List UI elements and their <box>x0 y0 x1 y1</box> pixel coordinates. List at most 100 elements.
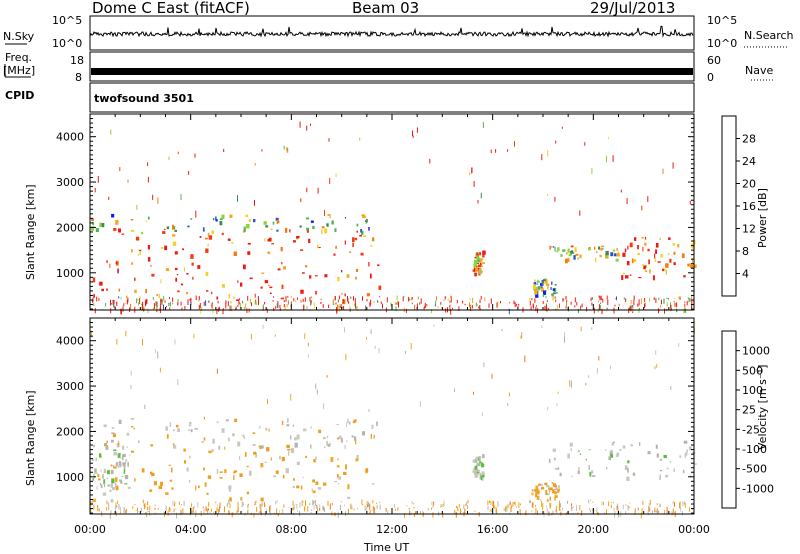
scatter-cell <box>281 284 284 289</box>
scatter-cell <box>270 228 273 231</box>
scatter-cell <box>474 257 478 259</box>
scatter-cell <box>200 308 202 314</box>
scatter-cell <box>588 499 590 504</box>
scatter-cell <box>130 370 132 376</box>
ytick-label: 3000 <box>56 380 84 393</box>
scatter-cell <box>155 305 157 310</box>
scatter-cell <box>307 354 309 358</box>
scatter-cell <box>579 504 581 511</box>
scatter-cell <box>509 301 510 304</box>
scatter-cell <box>652 275 655 281</box>
scatter-cell <box>225 300 227 304</box>
scatter-cell <box>105 445 109 450</box>
scatter-cell <box>478 306 480 309</box>
scatter-cell <box>192 276 194 280</box>
scatter-cell <box>237 195 238 202</box>
scatter-cell <box>113 451 117 456</box>
scatter-cell <box>299 502 301 508</box>
scatter-cell <box>211 291 213 295</box>
nave-tick-bottom: 0 <box>707 71 714 84</box>
scatter-cell <box>91 226 95 231</box>
scatter-cell <box>102 492 107 496</box>
scatter-cell <box>340 501 342 503</box>
scatter-cell <box>379 504 381 510</box>
scatter-cell <box>449 307 451 311</box>
scatter-cell <box>164 300 166 303</box>
scatter-cell <box>247 504 249 509</box>
scatter-cell <box>191 510 193 514</box>
scatter-cell <box>480 296 482 300</box>
scatter-cell <box>477 263 479 265</box>
scatter-cell <box>247 251 251 255</box>
scatter-cell <box>420 511 421 515</box>
scatter-cell <box>473 467 475 473</box>
scatter-cell <box>350 503 352 509</box>
scatter-cell <box>250 333 252 340</box>
scatter-cell <box>312 225 315 229</box>
scatter-cell <box>622 252 626 257</box>
scatter-cell <box>138 302 139 306</box>
scatter-cell <box>135 509 137 511</box>
scatter-cell <box>506 506 508 513</box>
velocity-colorbar-tick-label: -500 <box>742 463 767 476</box>
scatter-cell <box>231 242 234 244</box>
scatter-cell <box>97 506 99 511</box>
scatter-cell <box>529 301 531 306</box>
scatter-cell <box>481 465 484 468</box>
scatter-cell <box>324 274 328 278</box>
scatter-cell <box>147 506 149 511</box>
scatter-cell <box>564 332 565 336</box>
scatter-cell <box>147 501 149 506</box>
scatter-cell <box>596 512 598 514</box>
scatter-cell <box>280 297 285 300</box>
scatter-cell <box>259 505 261 510</box>
scatter-cell <box>435 300 437 305</box>
scatter-cell <box>315 383 317 389</box>
scatter-cell <box>139 298 141 302</box>
scatter-cell <box>360 229 362 233</box>
scatter-cell <box>109 513 111 519</box>
scatter-cell <box>657 508 659 514</box>
scatter-cell <box>625 298 627 302</box>
scatter-cell <box>334 296 336 301</box>
scatter-cell <box>244 307 245 311</box>
scatter-cell <box>571 503 572 506</box>
scatter-cell <box>570 448 572 452</box>
scatter-cell <box>519 509 521 512</box>
scatter-cell <box>239 298 240 300</box>
scatter-cell <box>299 225 302 228</box>
scatter-cell <box>273 475 276 478</box>
scatter-cell <box>639 442 641 446</box>
scatter-cell <box>125 459 128 462</box>
scatter-cell <box>366 337 367 340</box>
scatter-cell <box>266 508 268 511</box>
scatter-cell <box>575 253 579 256</box>
scatter-cell <box>120 507 122 512</box>
scatter-cell <box>101 308 103 310</box>
scatter-cell <box>313 459 316 463</box>
scatter-cell <box>535 492 537 498</box>
scatter-cell <box>659 458 663 461</box>
scatter-cell <box>168 509 170 512</box>
nave-label: Nave <box>745 64 774 77</box>
scatter-cell <box>145 300 146 307</box>
scatter-cell <box>301 500 303 506</box>
scatter-cell <box>193 505 195 509</box>
scatter-cell <box>296 236 299 239</box>
scatter-cell <box>310 300 312 306</box>
scatter-cell <box>542 301 544 304</box>
scatter-cell <box>370 273 372 279</box>
scatter-cell <box>123 469 126 474</box>
scatter-cell <box>119 457 122 459</box>
scatter-cell <box>454 510 456 515</box>
scatter-fringe <box>90 324 695 519</box>
scatter-cell <box>413 503 415 505</box>
scatter-cell <box>541 325 543 328</box>
scatter-cell <box>176 273 179 276</box>
scatter-cell <box>244 452 247 457</box>
scatter-cell <box>205 271 209 276</box>
scatter-cell <box>585 458 587 461</box>
scatter-cell <box>138 249 142 252</box>
scatter-cell <box>184 460 187 464</box>
scatter-cell <box>243 226 246 232</box>
